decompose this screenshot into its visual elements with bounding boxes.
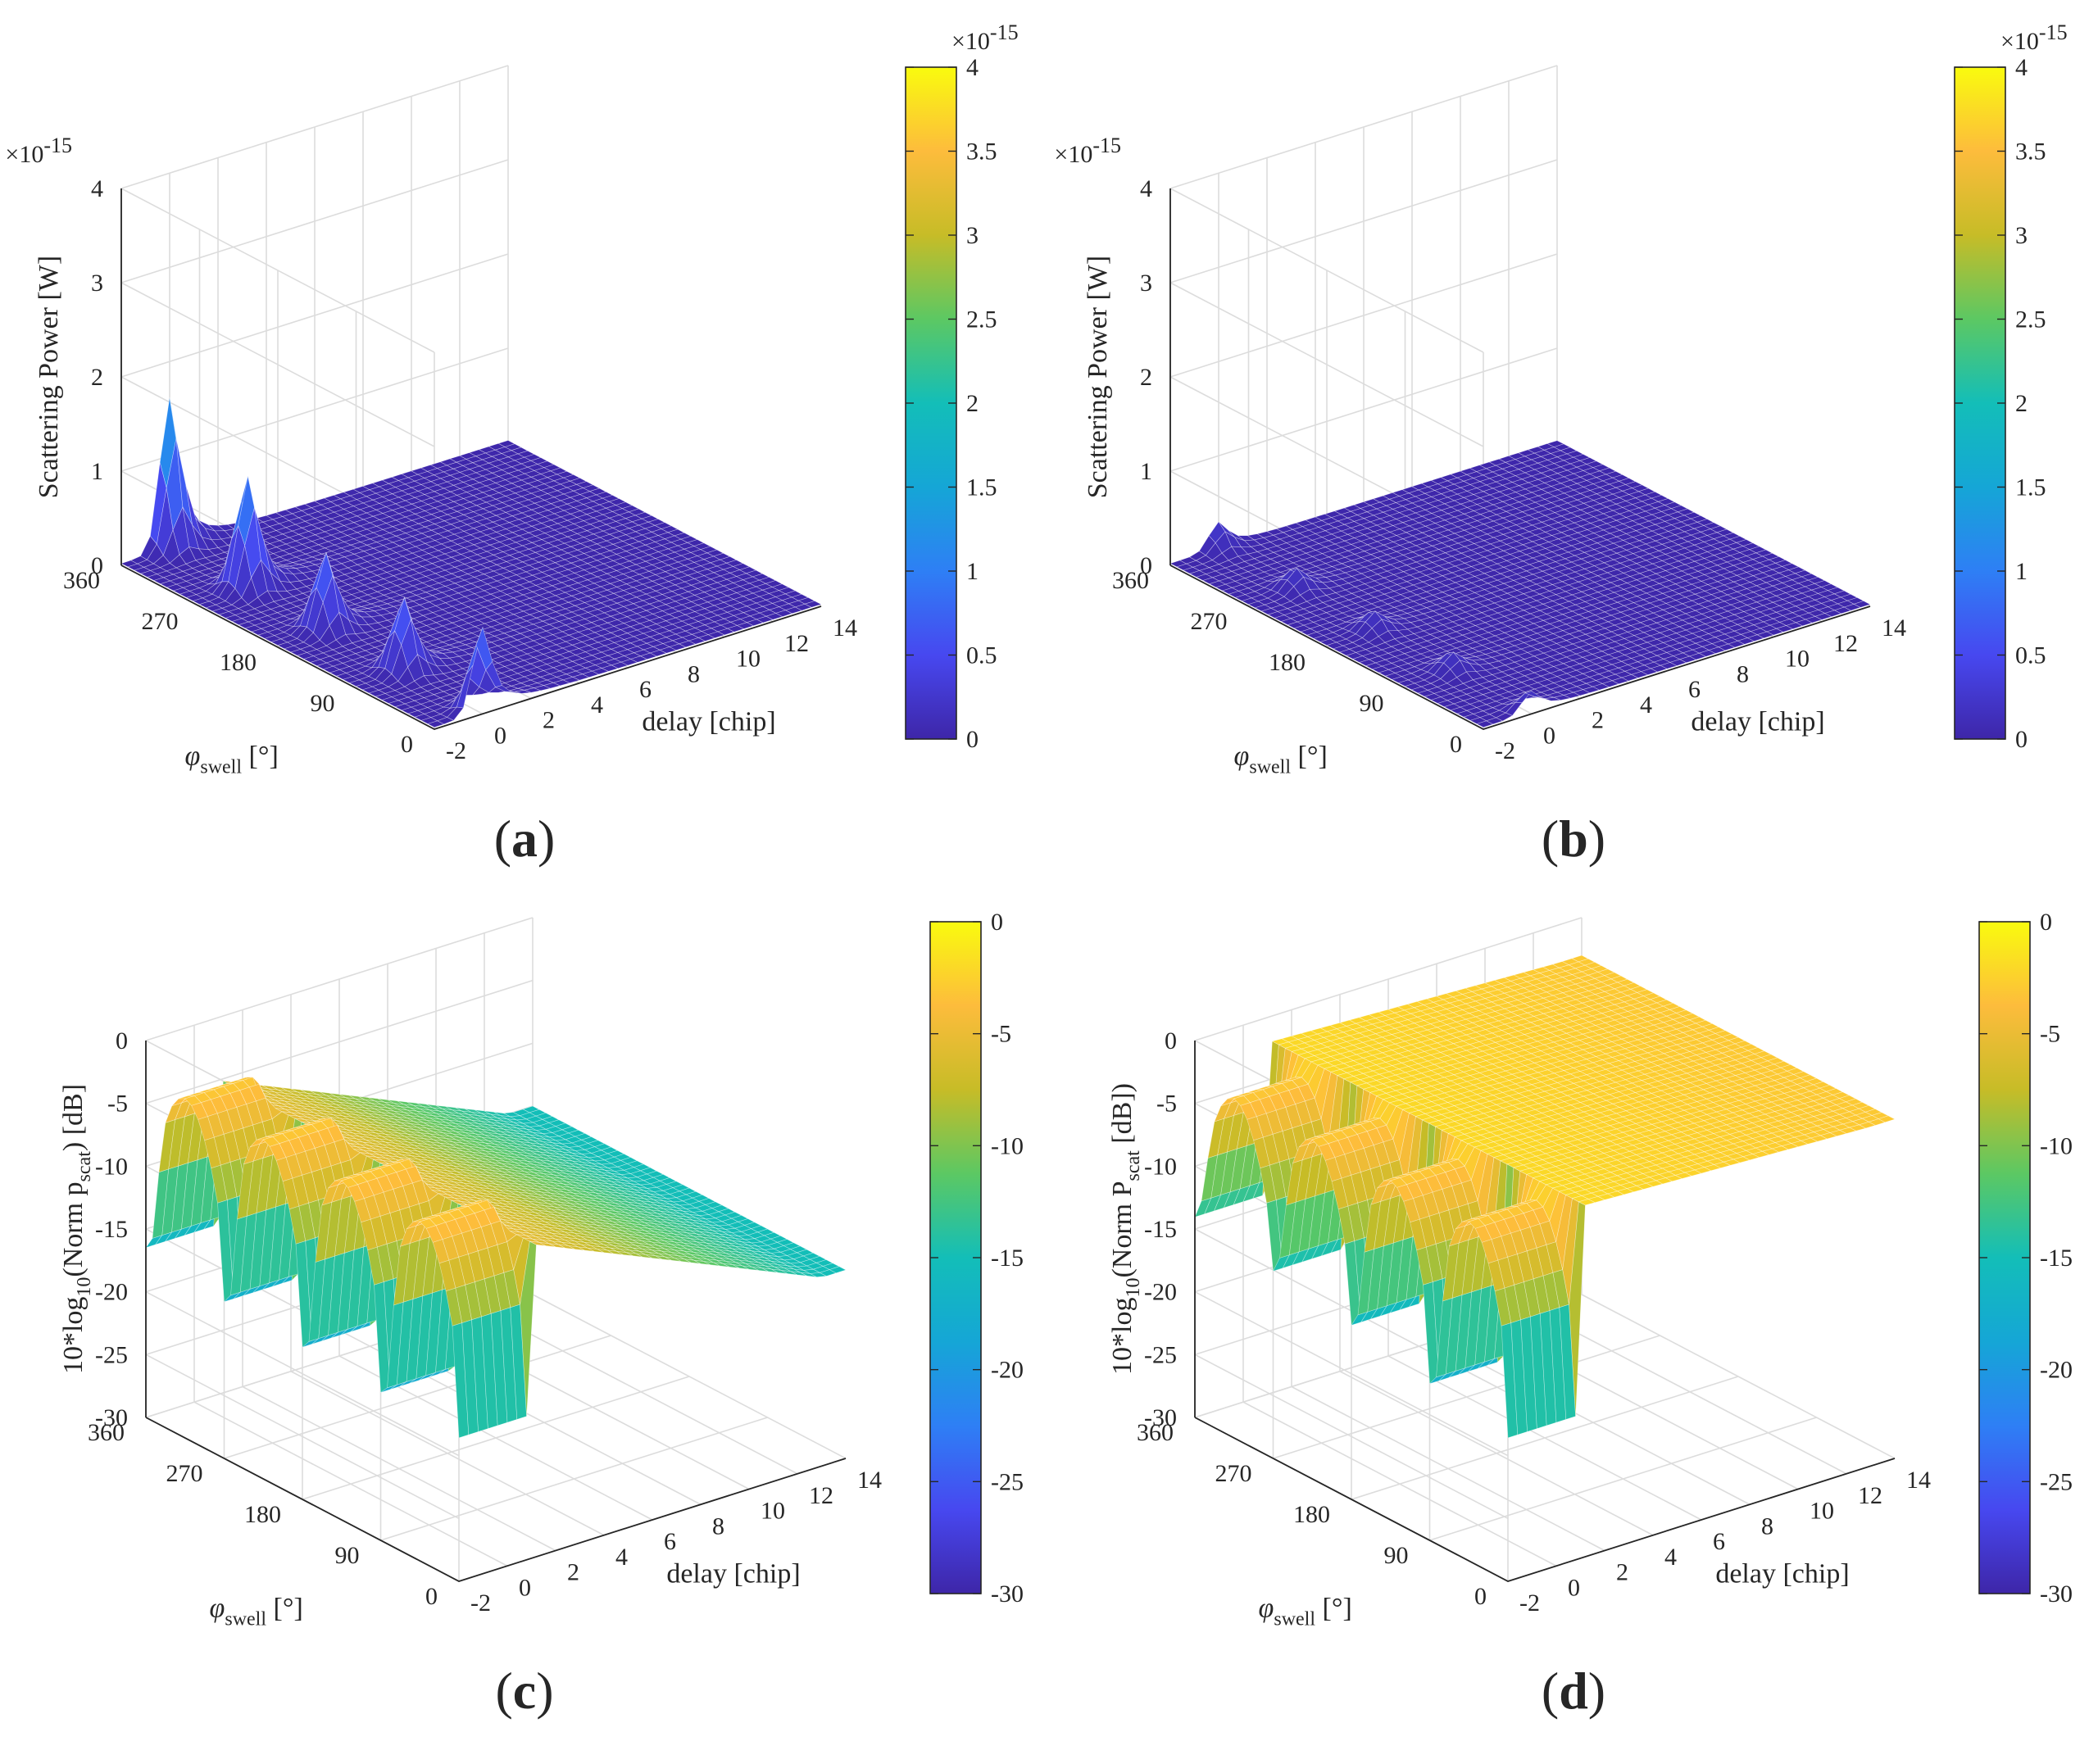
x-tick-label: 14 [1882,614,1906,642]
x-tick-label: -2 [1495,737,1515,764]
z-tick-label: 3 [91,270,103,297]
z-tick-label: 3 [1140,270,1152,297]
colorbar-tick-label: 1.5 [966,474,997,501]
z-tick-label: 2 [91,364,103,391]
colorbar-tick-label: 0.5 [2015,642,2046,669]
z-axis-label: Scattering Power [W] [1083,256,1113,498]
z-tick-label: 4 [1140,175,1152,202]
z-axis-label: Scattering Power [W] [34,256,64,498]
colorbar-tick-label: 2.5 [966,306,997,333]
y-tick-label: 0 [1450,731,1462,758]
x-axis-label: delay [chip] [1691,706,1824,737]
colorbar-tick-label: 2.5 [2015,306,2046,333]
colorbar-tick-label: 4 [2015,54,2028,81]
colorbar-tick-label: 1 [966,558,979,585]
x-tick-label: 12 [784,630,809,657]
x-tick-label: 10 [1785,646,1810,673]
panel-c: -30-25-20-15-10-50090180270360-202468101… [58,909,1024,1720]
panel-label: (b) [1542,809,1605,868]
z-tick-label: 2 [1140,364,1152,391]
x-tick-label: 8 [688,660,700,687]
x-tick-label: 2 [1592,707,1604,734]
x-tick-label: 0 [494,722,506,749]
x-tick-label: -2 [446,737,466,764]
colorbar-tick-label: 1.5 [2015,474,2046,501]
y-tick-label: 360 [1112,567,1149,594]
y-tick-label: 0 [401,731,413,758]
colorbar-exponent: ×10-15 [2000,20,2068,55]
y-axis-label: φswell [°] [185,741,279,778]
y-tick-label: 90 [311,690,335,717]
z-axis-exponent: ×10-15 [5,134,72,168]
x-tick-label: 6 [639,676,652,703]
colorbar-tick-label: 0 [2015,726,2028,753]
x-tick-label: 0 [1543,722,1555,749]
colorbar-tick-label: 4 [966,54,979,81]
z-axis-exponent: ×10-15 [1054,134,1121,168]
x-tick-label: 4 [1640,692,1652,719]
colorbar-tick-label: 0 [966,726,979,753]
surface-a [120,397,822,728]
colorbar-tick-label: 2 [966,390,979,417]
x-tick-label: 10 [736,646,761,673]
x-tick-label: 6 [1688,676,1701,703]
y-tick-label: 90 [1360,690,1384,717]
colorbar-tick-label: 3.5 [2015,138,2046,166]
colorbar-tick-label: 3 [2015,222,2028,249]
gridline-y [380,1417,768,1541]
colorbar-tick-label: 3.5 [966,138,997,166]
y-tick-label: 360 [63,567,100,594]
x-tick-label: 8 [1737,660,1749,687]
colorbar-tick-label: 1 [2015,558,2028,585]
x-tick-label: 14 [833,614,857,642]
z-tick-label: 1 [91,458,103,485]
z-tick-label: 4 [91,175,103,202]
colorbar-tick-label: 0.5 [966,642,997,669]
y-tick-label: 180 [1269,649,1306,676]
z-tick-label: 1 [1140,458,1152,485]
colorbar-b: 0 0.5 1 1.5 2 2.5 3 3.5 4×10-15 [1954,20,2068,753]
panel-label: (a) [494,809,556,868]
x-axis-label: delay [chip] [642,706,775,737]
y-tick-label: 180 [220,649,257,676]
colorbar-tick-label: 2 [2015,390,2028,417]
colorbar-a: 0 0.5 1 1.5 2 2.5 3 3.5 4×10-15 [905,20,1019,753]
y-tick-label: 270 [1191,608,1228,635]
surface-b [1169,440,1871,728]
x-tick-label: 4 [591,692,603,719]
y-tick-label: 270 [142,608,179,635]
y-axis-label: φswell [°] [1234,741,1328,778]
x-tick-label: 2 [543,707,555,734]
colorbar-tick-label: 3 [966,222,979,249]
colorbar-exponent: ×10-15 [951,20,1019,55]
x-tick-label: 12 [1833,630,1858,657]
